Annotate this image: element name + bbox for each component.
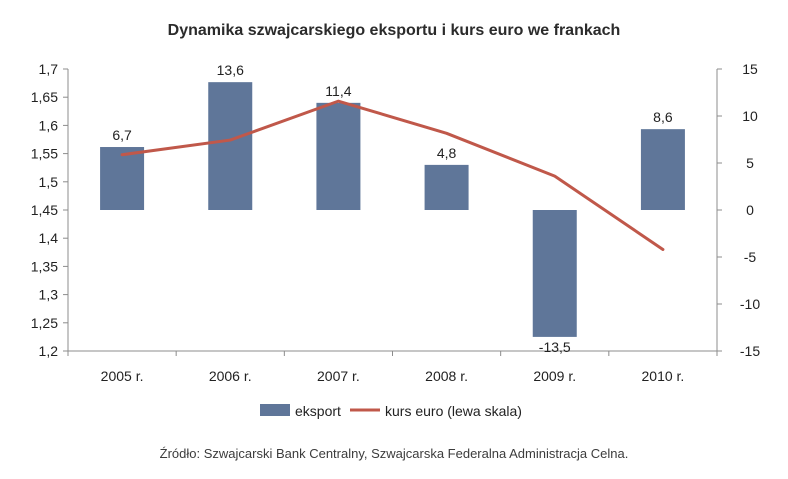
left-tick-label: 1,3 bbox=[39, 287, 59, 303]
right-tick-label: -15 bbox=[740, 343, 760, 359]
right-tick-label: -10 bbox=[740, 296, 760, 312]
left-tick-label: 1,45 bbox=[31, 202, 58, 218]
line-series bbox=[120, 99, 665, 251]
left-tick-label: 1,7 bbox=[39, 61, 59, 77]
x-tick-label: 2010 r. bbox=[642, 368, 685, 384]
x-tick-label: 2008 r. bbox=[425, 368, 468, 384]
data-label: 6,7 bbox=[112, 127, 132, 143]
right-tick-label: 10 bbox=[742, 108, 758, 124]
data-labels: 6,7 13,6 11,4 4,8 -13,5 8,6 bbox=[112, 62, 673, 355]
x-tick-label: 2006 r. bbox=[209, 368, 252, 384]
left-tick-label: 1,5 bbox=[39, 174, 59, 190]
legend-swatch-eksport bbox=[260, 404, 290, 416]
data-label: 8,6 bbox=[653, 109, 673, 125]
legend: eksport kurs euro (lewa skala) bbox=[260, 403, 522, 419]
legend-label-eksport: eksport bbox=[295, 403, 341, 419]
left-tick-label: 1,65 bbox=[31, 89, 58, 105]
bar bbox=[316, 102, 361, 210]
bar bbox=[100, 147, 145, 210]
right-tick-label: -5 bbox=[744, 249, 757, 265]
data-label: -13,5 bbox=[539, 339, 571, 355]
left-tick-label: 1,2 bbox=[39, 343, 59, 359]
data-label: 4,8 bbox=[437, 145, 457, 161]
right-tick-label: 5 bbox=[746, 155, 754, 171]
bar-series bbox=[100, 82, 685, 337]
legend-label-kurs: kurs euro (lewa skala) bbox=[385, 403, 522, 419]
x-tick-label: 2009 r. bbox=[533, 368, 576, 384]
chart-title: Dynamika szwajcarskiego eksportu i kurs … bbox=[167, 22, 621, 39]
bar bbox=[424, 164, 469, 210]
source-note: Źródło: Szwajcarski Bank Centralny, Szwa… bbox=[159, 446, 629, 461]
left-tick-label: 1,35 bbox=[31, 258, 58, 274]
left-tick-label: 1,25 bbox=[31, 315, 58, 331]
data-label: 13,6 bbox=[217, 62, 244, 78]
left-tick-label: 1,4 bbox=[39, 230, 59, 246]
exchange-rate-line bbox=[120, 99, 665, 251]
bar bbox=[208, 82, 253, 210]
right-tick-label: 15 bbox=[742, 61, 758, 77]
axes: 1,2 1,25 1,3 1,35 1,4 1,45 1,5 1,55 1,6 1,65 1,7 -1… bbox=[31, 61, 761, 384]
left-tick-label: 1,6 bbox=[39, 117, 59, 133]
bar bbox=[640, 129, 685, 210]
x-tick-label: 2007 r. bbox=[317, 368, 360, 384]
right-tick-label: 0 bbox=[746, 202, 754, 218]
left-tick-label: 1,55 bbox=[31, 146, 58, 162]
x-tick-label: 2005 r. bbox=[101, 368, 144, 384]
data-label: 11,4 bbox=[325, 83, 351, 99]
bar bbox=[532, 210, 577, 337]
